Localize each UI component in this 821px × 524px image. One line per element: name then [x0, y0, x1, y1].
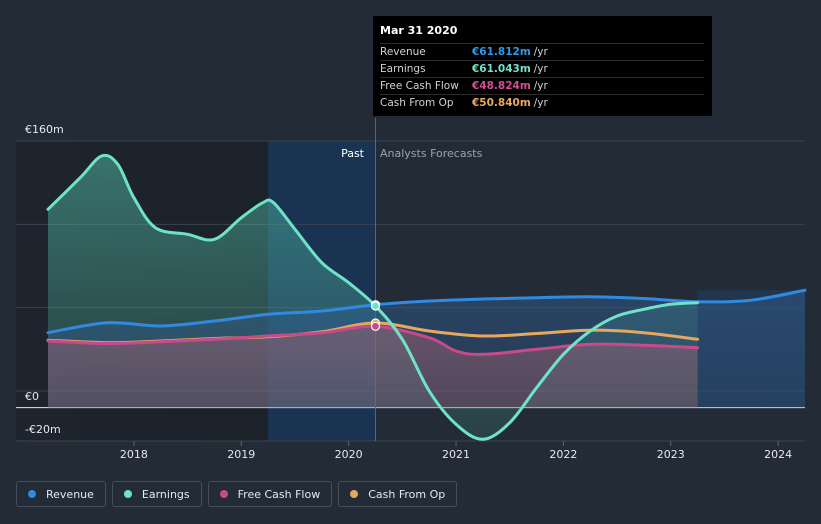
x-tick-label: 2018	[120, 448, 148, 461]
legend-item-free-cash-flow[interactable]: Free Cash Flow	[207, 481, 333, 507]
y-label-bottom: -€20m	[25, 423, 61, 436]
tooltip-label: Free Cash Flow	[380, 80, 459, 92]
legend-label: Cash From Op	[368, 487, 446, 501]
tooltip-value: €61.812m	[472, 46, 531, 58]
legend-dot-icon	[350, 490, 359, 498]
tooltip-unit: /yr	[533, 97, 548, 109]
forecast-label: Analysts Forecasts	[380, 147, 483, 160]
free-cash-flow-marker	[370, 321, 381, 331]
tooltip-label: Earnings	[380, 63, 426, 75]
tooltip-unit: /yr	[533, 63, 548, 75]
revenue-line	[46, 288, 807, 335]
y-label-zero: €0	[25, 390, 39, 403]
x-tick-label: 2019	[227, 448, 255, 461]
legend-item-earnings[interactable]: Earnings	[111, 481, 202, 507]
x-tick-label: 2020	[335, 448, 363, 461]
x-tick-label: 2023	[657, 448, 685, 461]
legend-label: Free Cash Flow	[237, 487, 321, 501]
tooltip-row-revenue: Revenue €61.812m/yr	[380, 43, 704, 60]
legend-dot-icon	[28, 490, 36, 498]
y-label-top: €160m	[25, 123, 64, 136]
tooltip-label: Cash From Op	[380, 97, 454, 109]
legend-dot-icon	[219, 490, 228, 498]
legend-item-revenue[interactable]: Revenue	[16, 481, 106, 507]
tooltip-unit: /yr	[533, 80, 548, 92]
legend-item-cash-from-op[interactable]: Cash From Op	[338, 481, 458, 507]
free-cash-flow-line	[46, 324, 700, 356]
legend-label: Revenue	[46, 487, 94, 501]
tooltip-value: €48.824m	[472, 80, 531, 92]
past-label: Past	[341, 147, 365, 160]
earnings-marker	[370, 301, 381, 311]
data-tooltip: Mar 31 2020 Revenue €61.812m/yr Earnings €6…	[373, 16, 712, 116]
tooltip-row-free-cash-flow: Free Cash Flow €48.824m/yr	[380, 77, 704, 94]
x-tick-label: 2024	[764, 448, 792, 461]
tooltip-unit: /yr	[533, 46, 548, 58]
earnings-line	[46, 153, 700, 441]
chart-legend: Revenue Earnings Free Cash Flow Cash From O…	[16, 481, 458, 507]
legend-label: Earnings	[141, 487, 190, 501]
tooltip-date: Mar 31 2020	[380, 24, 458, 37]
tooltip-row-cash-from-op: Cash From Op €50.840m/yr	[380, 94, 704, 111]
x-tick-label: 2021	[442, 448, 470, 461]
tooltip-value: €61.043m	[472, 63, 531, 75]
tooltip-row-earnings: Earnings €61.043m/yr	[380, 60, 704, 77]
legend-dot-icon	[123, 490, 132, 498]
x-tick-label: 2022	[549, 448, 577, 461]
tooltip-value: €50.840m	[472, 97, 531, 109]
tooltip-label: Revenue	[380, 46, 426, 58]
